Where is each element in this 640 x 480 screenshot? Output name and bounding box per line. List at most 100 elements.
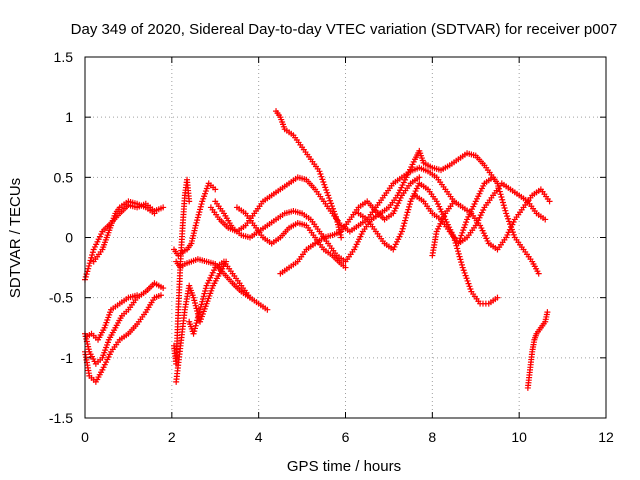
x-axis-title: GPS time / hours [287, 458, 401, 475]
data-point [197, 304, 204, 311]
data-point [322, 184, 329, 191]
series-track-4 [90, 198, 158, 265]
data-point [464, 277, 471, 284]
data-point [496, 188, 503, 195]
data-point [151, 210, 158, 217]
data-point [462, 221, 469, 228]
data-point [502, 207, 509, 214]
y-tick-label: 1.5 [54, 49, 74, 65]
y-tick-label: -1.5 [49, 410, 73, 426]
data-point [89, 249, 96, 256]
x-tick-label: 10 [511, 429, 527, 445]
data-point [495, 183, 502, 190]
series-track-9 [173, 258, 230, 385]
data-point [544, 309, 551, 316]
data-point [200, 293, 207, 300]
data-point [323, 187, 330, 194]
data-point [456, 237, 463, 244]
data-point [499, 199, 506, 206]
data-point [507, 223, 514, 230]
data-point [456, 253, 463, 260]
data-point [82, 273, 89, 280]
grid [85, 57, 606, 418]
data-point [328, 203, 335, 210]
data-point [194, 214, 201, 221]
y-axis-title: SDTVAR / TECUs [7, 178, 24, 298]
data-point [462, 272, 469, 279]
data-point [535, 270, 542, 277]
data-point [199, 298, 206, 305]
series-track-7 [171, 180, 219, 259]
data-point [509, 229, 516, 236]
series-track-20 [455, 174, 542, 277]
data-point [546, 198, 553, 205]
series-track-14 [233, 204, 349, 271]
x-tick-label: 2 [168, 429, 176, 445]
data-point [196, 209, 203, 216]
data-point [327, 197, 334, 204]
y-tick-label: -0.5 [49, 290, 73, 306]
data-point [499, 196, 506, 203]
data-point [319, 176, 326, 183]
y-tick-label: 1 [65, 109, 73, 125]
data-point [87, 257, 94, 264]
data-point [194, 314, 201, 321]
data-point [201, 290, 208, 297]
data-point [416, 174, 423, 181]
data-point [400, 223, 407, 230]
data-point [508, 226, 515, 233]
data-point [332, 213, 339, 220]
data-point [134, 292, 141, 299]
data-point [198, 301, 205, 308]
data-point [191, 297, 198, 304]
data-point [498, 194, 505, 201]
data-point [320, 179, 327, 186]
data-point [454, 248, 461, 255]
data-point [466, 283, 473, 290]
data-point [194, 217, 201, 224]
data-point [331, 211, 338, 218]
data-point [191, 328, 198, 335]
series-track-10 [186, 258, 271, 337]
data-point [458, 232, 465, 239]
x-tick-label: 6 [342, 429, 350, 445]
data-point [460, 227, 467, 234]
series-track-17 [368, 147, 497, 223]
data-point [459, 264, 466, 271]
data-point [500, 202, 507, 209]
data-point [318, 173, 325, 180]
data-point [457, 235, 464, 242]
data-point [157, 292, 164, 299]
x-tick-label: 4 [255, 429, 263, 445]
data-point [191, 325, 198, 332]
series-track-19 [429, 186, 553, 259]
data-point [328, 200, 335, 207]
data-point [451, 234, 458, 241]
data-point [398, 228, 405, 235]
series-track-16 [355, 180, 501, 307]
data-point [330, 208, 337, 215]
data-point [338, 234, 345, 241]
series-track-3 [82, 292, 164, 385]
data-point [83, 271, 90, 278]
data-point [193, 219, 200, 226]
x-tick-label: 12 [598, 429, 614, 445]
data-point [192, 222, 199, 229]
data-point [86, 260, 93, 267]
data-point [465, 280, 472, 287]
data-point [461, 224, 468, 231]
data-point [324, 189, 331, 196]
series-track-2 [82, 280, 167, 367]
data-point [160, 285, 167, 292]
data-point [496, 185, 503, 192]
data-point [460, 267, 467, 274]
data-point [190, 330, 197, 337]
data-point [504, 213, 511, 220]
data-point [467, 285, 474, 292]
data-point [405, 206, 412, 213]
data-point [325, 192, 332, 199]
data-point [459, 229, 466, 236]
data-point [404, 209, 411, 216]
data-point [399, 225, 406, 232]
